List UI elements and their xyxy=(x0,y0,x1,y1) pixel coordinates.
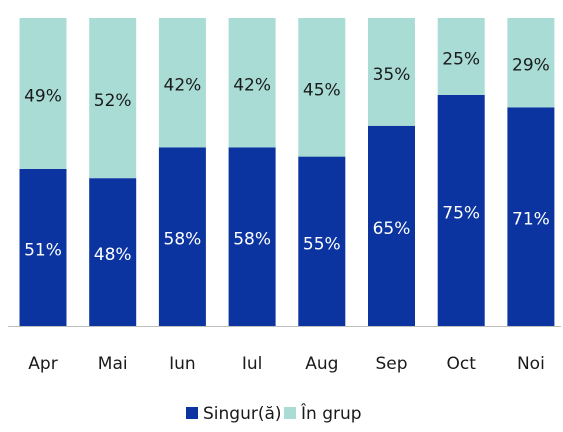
bar-segment xyxy=(437,18,485,95)
legend-swatch xyxy=(284,407,296,419)
bar-segment xyxy=(89,178,137,326)
legend-label: În grup xyxy=(300,402,362,424)
bar-segment xyxy=(228,147,276,326)
bar-segment xyxy=(158,18,206,148)
data-label: 65% xyxy=(373,219,411,239)
x-tick-label: Mai xyxy=(98,354,128,374)
bar-segment xyxy=(437,95,485,326)
legend-swatch xyxy=(186,407,198,419)
x-tick-label: Iul xyxy=(242,354,263,374)
x-tick-label: Oct xyxy=(446,354,476,374)
bar-segment xyxy=(89,18,137,179)
data-label: 58% xyxy=(233,230,271,250)
bar-segment xyxy=(19,18,67,169)
bar-segment xyxy=(158,147,206,326)
data-label: 58% xyxy=(164,230,202,250)
x-tick-label: Apr xyxy=(28,354,57,374)
x-tick-label: Aug xyxy=(305,354,338,374)
data-label: 42% xyxy=(233,76,271,96)
data-label: 35% xyxy=(373,65,411,85)
bar-segment xyxy=(368,18,415,126)
data-label: 55% xyxy=(303,234,341,254)
data-label: 45% xyxy=(303,80,341,100)
data-label: 29% xyxy=(512,56,550,76)
data-label: 49% xyxy=(24,86,62,106)
data-label: 52% xyxy=(94,91,132,111)
x-tick-label: Sep xyxy=(375,354,407,374)
data-label: 42% xyxy=(164,76,202,96)
data-label: 71% xyxy=(512,210,550,230)
x-tick-label: Noi xyxy=(517,354,545,374)
bar-segment xyxy=(228,18,276,148)
data-label: 75% xyxy=(442,204,480,224)
bar-segment xyxy=(19,168,67,326)
bar-segment xyxy=(368,125,415,326)
x-tick-label: Iun xyxy=(169,354,196,374)
data-label: 51% xyxy=(24,240,62,260)
data-label: 25% xyxy=(442,50,480,70)
bar-segment xyxy=(298,18,346,157)
bar-segment xyxy=(507,107,555,326)
bar-segment xyxy=(298,156,346,326)
data-label: 48% xyxy=(94,245,132,265)
legend-label: Singur(ă) xyxy=(203,404,282,424)
bar-segment xyxy=(507,18,555,108)
